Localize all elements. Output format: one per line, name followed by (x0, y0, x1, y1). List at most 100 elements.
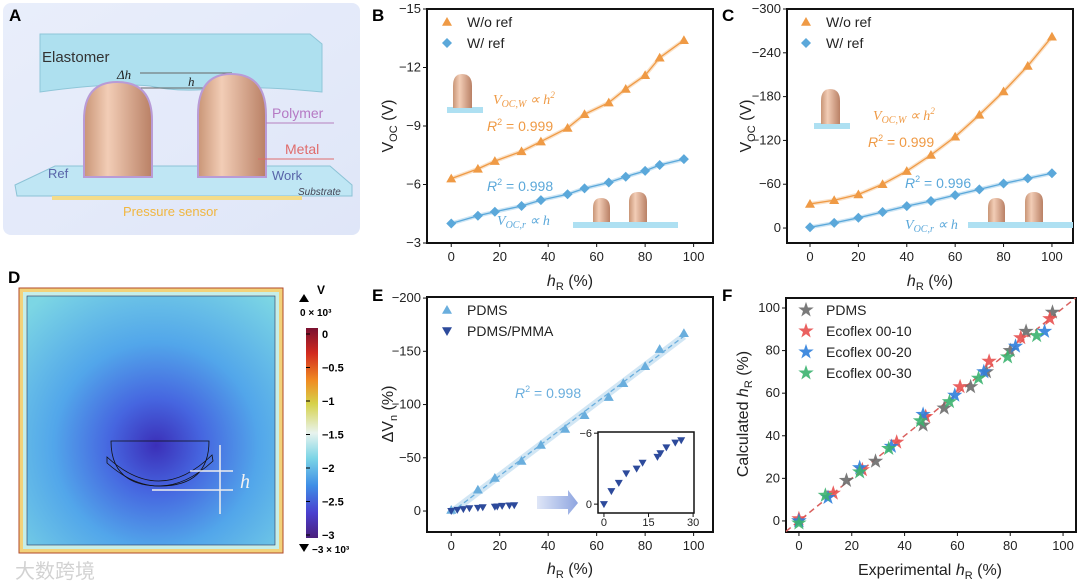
star-marker (1029, 327, 1045, 343)
triangle-down-marker (453, 506, 462, 514)
triangle-down-marker (656, 450, 665, 458)
annotation-b-r2w: R2 = 0.999 (487, 117, 553, 134)
y-tick-label: −6 (406, 177, 421, 192)
triangle-up-marker (829, 195, 840, 205)
x-axis-label: hR (%) (547, 561, 593, 581)
diamond-marker (603, 177, 614, 188)
triangle-up-marker (974, 109, 985, 119)
legend-label: PDMS (467, 302, 507, 318)
star-marker (1002, 342, 1018, 358)
single-pillar-icon-c (814, 89, 850, 129)
star-marker (976, 363, 992, 379)
diamond-marker (974, 184, 985, 195)
series-w-ref: W/ ref (442, 35, 689, 229)
x-tick-label: 80 (996, 249, 1010, 264)
y-tick-label: −3 (406, 235, 421, 250)
double-pillar-icon-c (968, 192, 1073, 228)
triangle-up-marker (950, 131, 961, 141)
y-tick-label: 60 (766, 385, 780, 400)
star-marker (970, 370, 987, 385)
triangle-up-marker (804, 198, 815, 208)
series-ecoflex-00-30: Ecoflex 00-30 (791, 327, 1045, 530)
annotation-b-r2r: R2 = 0.998 (487, 177, 553, 194)
y-axis-label: ΔVn (%) (380, 386, 400, 443)
x-tick-label: 40 (541, 249, 555, 264)
colorbar-min-triangle (299, 544, 309, 552)
double-pillar-icon-b (573, 192, 678, 228)
y-tick-label: −180 (752, 89, 781, 104)
y-tick-label: −300 (752, 1, 781, 16)
colorbar-tick-label: −0.5 (322, 363, 344, 375)
annotation-c-r2r: R2 = 0.996 (905, 174, 971, 191)
triangle-up-marker (901, 166, 912, 175)
triangle-up-marker (620, 83, 631, 93)
ref-label: Ref (48, 166, 69, 181)
h-label-d: h (240, 471, 250, 493)
star-marker (1042, 310, 1058, 326)
colorbar (306, 328, 318, 538)
triangle-up-marker (516, 455, 527, 465)
star-marker (889, 434, 905, 449)
diamond-marker (925, 196, 936, 207)
diamond-marker (472, 210, 483, 221)
x-tick-label: 40 (897, 538, 911, 553)
legend-marker (798, 322, 814, 338)
legend-marker (442, 38, 452, 48)
h-label: h (188, 74, 195, 89)
y-tick-label: 80 (766, 343, 780, 358)
x-tick-label: 0 (806, 249, 813, 264)
x-tick-label: 30 (687, 517, 699, 529)
y-axis-label: VOC (V) (380, 100, 400, 153)
work-label: Work (272, 168, 303, 183)
triangle-up-marker (654, 344, 665, 353)
watermark-logo: 大数跨境 (15, 560, 95, 583)
y-tick-label: −150 (392, 343, 421, 358)
x-tick-label: 60 (950, 538, 964, 553)
legend-marker (801, 38, 811, 48)
potential-field (26, 295, 276, 546)
y-tick-label: −50 (399, 450, 421, 465)
triangle-up-marker (579, 410, 590, 419)
x-tick-label: 0 (601, 517, 607, 529)
legend-label: W/o ref (467, 14, 512, 30)
elastomer-cross-section (106, 454, 214, 487)
star-marker (1044, 304, 1061, 319)
y-tick-label: 0 (586, 499, 592, 511)
diamond-marker (804, 222, 815, 233)
annotation-b-vw: VOC,W ∝ h2 (493, 90, 555, 110)
star-marker (1036, 323, 1053, 338)
star-marker (912, 412, 929, 428)
triangle-down-marker (638, 459, 647, 467)
triangle-down-marker (478, 504, 487, 512)
y-axis-label: VOC (V) (738, 100, 758, 153)
diamond-marker (950, 190, 961, 201)
triangle-up-marker (654, 52, 665, 62)
y-tick-label: −9 (406, 118, 421, 133)
triangle-up-marker (446, 173, 457, 183)
triangle-down-marker (510, 502, 519, 510)
plot-frame (597, 431, 695, 514)
star-marker (838, 472, 855, 487)
diamond-marker (877, 206, 888, 217)
triangle-up-marker (678, 35, 689, 44)
triangle-up-marker (853, 189, 864, 199)
star-marker (999, 348, 1016, 364)
triangle-down-marker (677, 437, 686, 445)
y-tick-label: −200 (392, 290, 421, 305)
triangle-down-marker (459, 506, 468, 514)
star-marker (952, 378, 968, 394)
x-tick-label: 20 (492, 249, 506, 264)
x-tick-label: 15 (642, 517, 654, 529)
legend-marker (442, 305, 452, 314)
legend-marker (798, 364, 814, 380)
x-tick-label: 60 (589, 538, 603, 553)
triangle-down-marker (622, 470, 631, 478)
diamond-marker (535, 195, 546, 206)
triangle-down-marker (607, 488, 616, 496)
delta-h-label: Δh (116, 67, 131, 82)
series-pdms: PDMS (442, 302, 689, 516)
colorbar-tick-label: −1.5 (322, 430, 344, 442)
y-tick-label: 0 (414, 503, 421, 518)
legend-label: Ecoflex 00-20 (826, 344, 912, 360)
triangle-up-marker (489, 156, 500, 165)
